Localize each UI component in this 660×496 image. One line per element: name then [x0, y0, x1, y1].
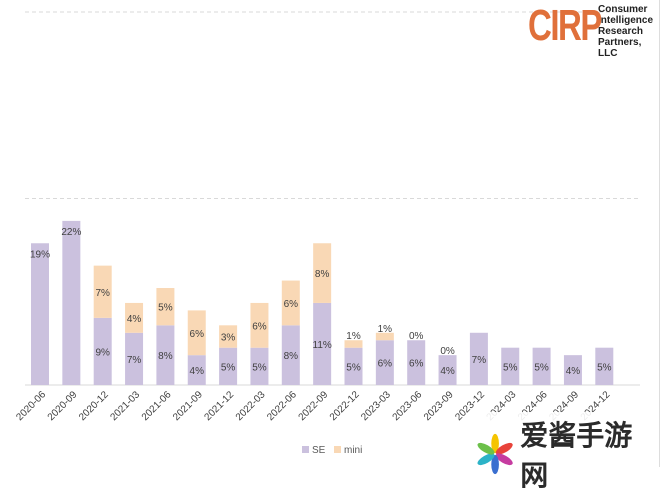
data-label: 6%: [409, 359, 424, 370]
bar-mini: [125, 302, 144, 333]
data-label: 4%: [566, 366, 581, 377]
x-tick-label: 2022-09: [297, 389, 331, 423]
x-tick-label: 2021-12: [202, 389, 236, 423]
x-tick-label: 2022-03: [234, 389, 268, 423]
data-label: 7%: [472, 355, 487, 366]
logo-line: Intelligence: [598, 15, 654, 26]
legend-swatch: [302, 446, 309, 453]
x-tick-label: 2023-09: [422, 389, 456, 423]
bar-se: [281, 325, 300, 385]
legend-label: SE: [312, 445, 326, 456]
x-tick-label: 2020-06: [14, 389, 48, 423]
bar-se: [344, 347, 363, 385]
logo-mark: CIRP: [528, 1, 602, 50]
x-tick-label: 2022-12: [328, 389, 362, 423]
logo-text: Consumer Intelligence Research Partners,…: [598, 4, 660, 59]
data-label: 5%: [597, 362, 612, 373]
bar-se: [62, 220, 81, 385]
data-label: 11%: [313, 340, 332, 351]
data-label: 22%: [61, 227, 81, 238]
bar-se: [407, 340, 426, 385]
x-tick-label: 2021-03: [108, 389, 142, 423]
bar-se: [375, 340, 394, 385]
bar-se: [250, 347, 269, 385]
data-label: 6%: [252, 321, 267, 332]
legend-label: mini: [344, 445, 362, 456]
bar-se: [595, 347, 614, 385]
data-label: 5%: [158, 303, 173, 314]
watermark: 爱酱手游网: [470, 412, 660, 496]
bar-mini: [344, 340, 363, 348]
bar-se: [532, 347, 551, 385]
data-label: 4%: [190, 366, 205, 377]
stacked-bar-chart: 19% 2020-06 22% 2020-09 9% 7% 2020-12 7% 4% 2021-…: [14, 11, 640, 456]
data-label: 1%: [346, 331, 361, 342]
logo-line: Consumer: [598, 4, 648, 15]
bar-se: [31, 243, 49, 385]
data-label: 5%: [346, 362, 361, 373]
data-label: 5%: [503, 362, 518, 373]
watermark-text: 爱酱手游网: [520, 419, 633, 492]
bar-se: [469, 332, 488, 385]
data-label: 7%: [95, 288, 110, 299]
data-label: 19%: [30, 249, 50, 260]
bar-mini: [187, 310, 206, 356]
cirp-logo: CIRP Consumer Intelligence Research Part…: [528, 1, 660, 60]
x-tick-label: 2020-09: [46, 389, 80, 423]
data-label: 4%: [127, 314, 142, 325]
data-label: 0%: [440, 346, 455, 357]
x-tick-label: 2023-06: [391, 389, 425, 423]
flower-logo-icon: [477, 433, 513, 475]
data-label: 8%: [158, 351, 173, 362]
x-tick-label: 2022-06: [265, 389, 299, 423]
bar-mini: [313, 243, 332, 303]
bar-se: [563, 355, 582, 385]
data-label: 5%: [534, 362, 549, 373]
data-label: 5%: [221, 362, 236, 373]
data-label: 8%: [284, 351, 299, 362]
data-label: 6%: [378, 359, 393, 370]
data-label: 4%: [440, 366, 455, 377]
x-tick-label: 2021-09: [171, 389, 205, 423]
bar-se: [313, 302, 332, 385]
bar-se: [93, 317, 112, 385]
bar-se: [438, 355, 457, 385]
bar-se: [125, 332, 144, 385]
bar-mini: [281, 280, 300, 326]
logo-line: Research: [598, 26, 644, 37]
data-label: 8%: [315, 269, 330, 280]
data-label: 6%: [284, 299, 299, 310]
x-tick-label: 2023-03: [359, 389, 393, 423]
logo-line: Partners, LLC: [598, 37, 642, 59]
bar-se: [187, 355, 206, 385]
bar-se: [156, 325, 175, 385]
data-label: 9%: [95, 347, 110, 358]
bar-mini: [375, 332, 394, 341]
bar-se: [219, 347, 238, 385]
bar-se: [501, 347, 520, 385]
data-label: 1%: [378, 324, 393, 335]
x-tick-label: 2021-06: [140, 389, 174, 423]
data-label: 6%: [190, 329, 205, 340]
bar-mini: [219, 325, 238, 348]
bar-mini: [156, 288, 175, 326]
data-label: 0%: [409, 331, 424, 342]
data-label: 7%: [127, 355, 142, 366]
bar-mini: [93, 265, 112, 318]
data-label: 3%: [221, 333, 236, 344]
legend-swatch: [334, 446, 341, 453]
data-label: 5%: [252, 362, 267, 373]
x-tick-label: 2020-12: [77, 389, 111, 423]
bar-mini: [250, 302, 269, 348]
